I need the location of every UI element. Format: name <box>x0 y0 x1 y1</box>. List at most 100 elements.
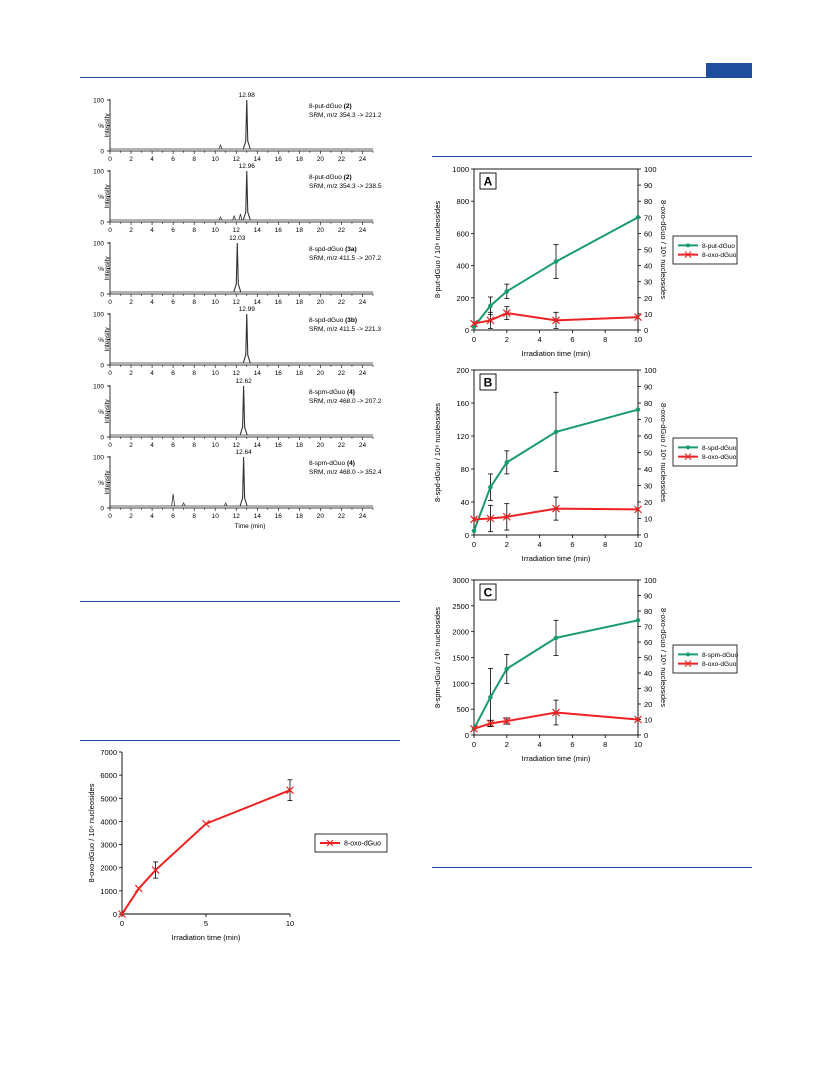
chromatogram-x-tick-label: 14 <box>254 442 262 449</box>
y-tick-label: 4000 <box>100 817 117 826</box>
x-tick-label: 10 <box>634 740 642 749</box>
data-point-cross <box>151 866 160 874</box>
y2-tick-label: 10 <box>644 515 652 524</box>
chromatogram-y-tick-label: 100 <box>93 169 104 176</box>
chromatogram-x-tick-label: 18 <box>296 370 304 377</box>
chromatogram-x-tick-label: 24 <box>359 442 367 449</box>
data-point-cross <box>552 316 560 325</box>
data-point-cross <box>470 724 478 733</box>
y2-tick-label: 10 <box>644 310 652 319</box>
y-tick-label: 200 <box>456 294 469 303</box>
chromatogram-x-tick-label: 14 <box>254 299 262 306</box>
chromatogram-x-tick-label: 18 <box>296 513 304 520</box>
y-tick-label: 2000 <box>452 628 469 637</box>
x-tick-label: 4 <box>538 540 542 549</box>
chromatogram-y-tick-label: 0 <box>100 220 104 227</box>
y-tick-label: 0 <box>113 910 117 919</box>
chromatogram-srm-label: SRM, m/z 468.0 -> 207.2 <box>309 398 382 405</box>
data-point-cross <box>634 715 642 724</box>
chromatogram-y-tick-label: 100 <box>93 98 104 105</box>
chromatogram-x-tick-label: 20 <box>317 299 325 306</box>
y2-tick-label: 0 <box>644 531 648 540</box>
y-tick-label: 3000 <box>452 576 469 585</box>
chromatogram-x-tick-label: 16 <box>275 513 283 520</box>
y2-tick-label: 90 <box>644 383 652 392</box>
chromatogram-x-tick-label: 8 <box>192 370 196 377</box>
chromatogram-compound-id: (3a) <box>345 246 357 253</box>
data-point <box>504 460 510 465</box>
chromatogram-y-tick-label: 0 <box>100 506 104 513</box>
chromatogram-srm-label: SRM, m/z 354.3 -> 238.5 <box>309 183 382 190</box>
y2-tick-label: 0 <box>644 731 648 740</box>
data-point-cross <box>634 505 642 514</box>
y-tick-label: 6000 <box>100 771 117 780</box>
chromatogram-compound-id: (3b) <box>345 317 357 324</box>
chromatogram-x-tick-label: 16 <box>275 299 283 306</box>
header-tab <box>706 63 752 77</box>
data-point-cross <box>502 717 511 725</box>
legend-marker <box>684 660 692 668</box>
y-tick-label: 200 <box>456 366 469 375</box>
chromatogram-x-tick-label: 6 <box>171 299 175 306</box>
chromatogram-x-tick-label: 16 <box>275 227 283 234</box>
chromatogram-compound-id: (4) <box>347 389 355 396</box>
chromatogram-y-label: Intensity <box>104 470 111 495</box>
y-tick-label: 3000 <box>100 841 117 850</box>
chromatogram-y-label: Intensity <box>104 256 111 281</box>
y2-tick-label: 60 <box>644 432 652 441</box>
y2-tick-label: 60 <box>644 229 652 238</box>
y2-tick-label: 80 <box>644 197 652 206</box>
chromatogram-x-tick-label: 8 <box>192 156 196 163</box>
chromatogram-x-tick-label: 14 <box>254 513 262 520</box>
chromatogram-x-tick-label: 4 <box>150 513 154 520</box>
chromatogram-x-tick-label: 22 <box>338 370 346 377</box>
chromatogram-x-tick-label: 12 <box>233 299 241 306</box>
legend-box <box>672 437 738 467</box>
chromatogram-compound-label: 8-spm-dGuo (4) <box>309 389 355 396</box>
y-tick-label: 160 <box>456 399 469 408</box>
chromatogram-x-tick-label: 24 <box>359 513 367 520</box>
chromatogram-minor-peak <box>232 214 237 221</box>
chromatogram-x-tick-label: 4 <box>150 227 154 234</box>
chromatogram-x-tick-label: 20 <box>317 442 325 449</box>
chromatogram-y-tick-label: 100 <box>93 384 104 391</box>
legend-label: 8-put-dGuo <box>702 243 735 250</box>
data-point <box>553 259 559 264</box>
data-point <box>488 484 493 490</box>
y2-tick-label: 60 <box>644 638 652 647</box>
y-tick-label: 800 <box>456 197 469 206</box>
chromatogram-y-tick-label: 100 <box>93 312 104 319</box>
chromatogram-x-tick-label: 12 <box>233 227 241 234</box>
chromatogram-y-tick-label: 0 <box>100 149 104 156</box>
y-tick-label: 600 <box>456 229 469 238</box>
chromatogram-x-tick-label: 12 <box>233 442 241 449</box>
chromatogram-x-tick-label: 14 <box>254 227 262 234</box>
x-tick-label: 0 <box>120 919 124 928</box>
chromatogram-compound-label: 8-spm-dGuo (4) <box>309 460 355 467</box>
chromatogram-x-tick-label: 16 <box>275 156 283 163</box>
chromatogram-x-tick-label: 2 <box>129 299 133 306</box>
chromatogram-minor-peak <box>223 502 228 507</box>
panel-letter-box <box>479 373 497 391</box>
x-tick-label: 0 <box>472 540 476 549</box>
chromatogram-x-tick-label: 6 <box>171 442 175 449</box>
y2-tick-label: 70 <box>644 213 652 222</box>
chromatogram-x-tick-label: 8 <box>192 227 196 234</box>
y2-axis-label: 8-oxo-dGuo / 10⁶ nucleosides <box>659 403 668 502</box>
chromatogram-peak <box>242 99 251 150</box>
y2-tick-label: 90 <box>644 592 652 601</box>
y-tick-label: 80 <box>461 465 469 474</box>
y2-tick-label: 40 <box>644 669 652 678</box>
data-point <box>553 429 559 435</box>
rule-left-mid <box>80 601 400 602</box>
data-point <box>504 666 510 672</box>
chromatogram-compound-label: 8-spd-dGuo (3b) <box>309 317 357 324</box>
chromatogram-srm-label: SRM, m/z 411.5 -> 207.2 <box>309 255 381 262</box>
data-point <box>471 528 477 534</box>
x-tick-label: 6 <box>570 335 574 344</box>
x-tick-label: 10 <box>634 540 642 549</box>
y2-tick-label: 100 <box>644 165 657 174</box>
chromatogram-x-tick-label: 8 <box>192 442 196 449</box>
x-tick-label: 8 <box>603 740 607 749</box>
